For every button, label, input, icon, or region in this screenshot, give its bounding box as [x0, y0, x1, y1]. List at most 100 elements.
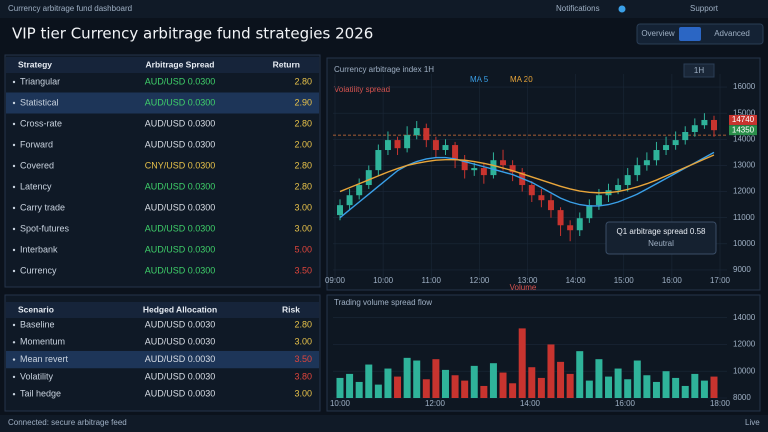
price-tag-label: 14350: [732, 125, 755, 134]
volume-bar: [499, 372, 507, 398]
x-tick-label: 16:00: [615, 399, 636, 408]
y-tick-label: 10000: [733, 239, 756, 248]
button-active[interactable]: [679, 27, 701, 41]
y-tick-label: 16000: [733, 82, 756, 91]
candle-body: [423, 128, 430, 141]
y-tick-label: 9000: [733, 265, 751, 274]
x-tick-label: 10:00: [330, 399, 351, 408]
row-pair: AUD/USD 0.0030: [145, 354, 216, 364]
nav-link[interactable]: Notifications: [556, 4, 600, 13]
candle-body: [557, 210, 564, 226]
row-highlight: [6, 350, 319, 369]
footer: [0, 415, 768, 432]
row-bullet: [12, 341, 16, 344]
row-bullet: [12, 269, 16, 273]
row-name: Baseline: [20, 319, 55, 329]
interval-box[interactable]: [683, 63, 715, 78]
annotation-box: [605, 221, 717, 255]
row-value: 3.00: [294, 223, 312, 233]
row-bullet: [12, 375, 16, 379]
row-value: 2.80: [294, 76, 312, 86]
x-tick-label: 15:00: [614, 276, 635, 285]
row-pair: AUD/USD 0.0030: [145, 337, 216, 347]
x-tick-label: 10:00: [373, 276, 394, 285]
x-tick-label: 12:00: [469, 276, 490, 285]
candle-body: [672, 140, 679, 146]
row-name: Carry trade: [20, 202, 65, 212]
row-bullet: [12, 164, 16, 168]
volume-bar: [691, 373, 699, 398]
y-tick-label: 11000: [733, 213, 755, 222]
y-tick-label: 12000: [733, 340, 756, 349]
volume-bar: [355, 381, 363, 398]
row-bullet: [12, 323, 16, 327]
y-tick-label: 12000: [733, 187, 756, 196]
volume-bar: [528, 367, 536, 398]
row-pair: AUD/USD 0.0030: [145, 319, 216, 329]
live-label: Live: [745, 418, 760, 427]
row-name: Volatility: [20, 371, 54, 381]
row-bullet: [12, 101, 16, 105]
price-tag: [729, 114, 757, 125]
chart-title: Currency arbitrage index 1H: [334, 65, 434, 74]
candle-body: [663, 145, 670, 151]
x-tick-label: 17:00: [710, 276, 731, 285]
candle-body: [682, 131, 689, 141]
row-value: 5.00: [294, 244, 312, 254]
table-header: [6, 57, 319, 73]
brand: Currency arbitrage fund dashboard: [8, 4, 132, 13]
row-value: 2.80: [294, 181, 312, 191]
volume-bar: [557, 361, 565, 398]
candle-body: [586, 205, 593, 219]
nav-link[interactable]: Support: [690, 4, 719, 13]
volume-bar: [394, 376, 402, 398]
volume-bar: [672, 377, 680, 398]
ma-line: [339, 154, 715, 194]
candle-body: [365, 170, 372, 186]
top-bar: [0, 0, 768, 18]
row-name: Interbank: [20, 244, 58, 254]
status-text: Connected: secure arbitrage feed: [8, 418, 127, 427]
price-tag-label: 14740: [732, 115, 755, 124]
candle-body: [538, 195, 545, 201]
volume-bar: [595, 359, 603, 398]
button[interactable]: Advanced: [714, 29, 750, 38]
candle-body: [471, 168, 478, 171]
volume-bar: [710, 376, 718, 398]
column-header: Scenario: [18, 304, 54, 314]
row-name: Forward: [20, 139, 53, 149]
candle-body: [356, 185, 363, 196]
status-icon: [618, 5, 626, 13]
y-tick-label: 13000: [733, 161, 756, 170]
row-pair: CNY/USD 0.0300: [145, 160, 216, 170]
row-pair: AUD/USD 0.0300: [145, 223, 216, 233]
row-value: 2.80: [294, 319, 312, 329]
row-value: 3.50: [294, 265, 312, 275]
candle-body: [384, 140, 391, 151]
candle-body: [490, 160, 497, 176]
volume-bar: [413, 360, 421, 398]
volume-bar: [422, 379, 430, 398]
y-tick-label: 8000: [733, 393, 751, 402]
row-name: Cross-rate: [20, 118, 62, 128]
candle-body: [624, 175, 631, 186]
row-bullet: [12, 122, 16, 126]
row-name: Mean revert: [20, 354, 69, 364]
row-value: 3.00: [294, 337, 312, 347]
candle-body: [509, 165, 516, 173]
axis-note: Volume: [510, 283, 537, 292]
row-bullet: [12, 227, 16, 231]
x-tick-label: 16:00: [662, 276, 683, 285]
chart-panel: [326, 57, 761, 291]
volume-bar: [537, 377, 545, 398]
row-bullet: [12, 80, 16, 84]
volume-bar: [633, 360, 641, 398]
volume-bar: [518, 328, 526, 398]
row-bullet: [12, 185, 16, 189]
annotation-title: Q1 arbitrage spread 0.58: [617, 227, 706, 236]
button[interactable]: Overview: [641, 29, 675, 38]
x-tick-label: 12:00: [425, 399, 446, 408]
row-pair: AUD/USD 0.0300: [145, 139, 216, 149]
row-value: 3.50: [294, 354, 312, 364]
chart-title: Trading volume spread flow: [334, 298, 432, 307]
